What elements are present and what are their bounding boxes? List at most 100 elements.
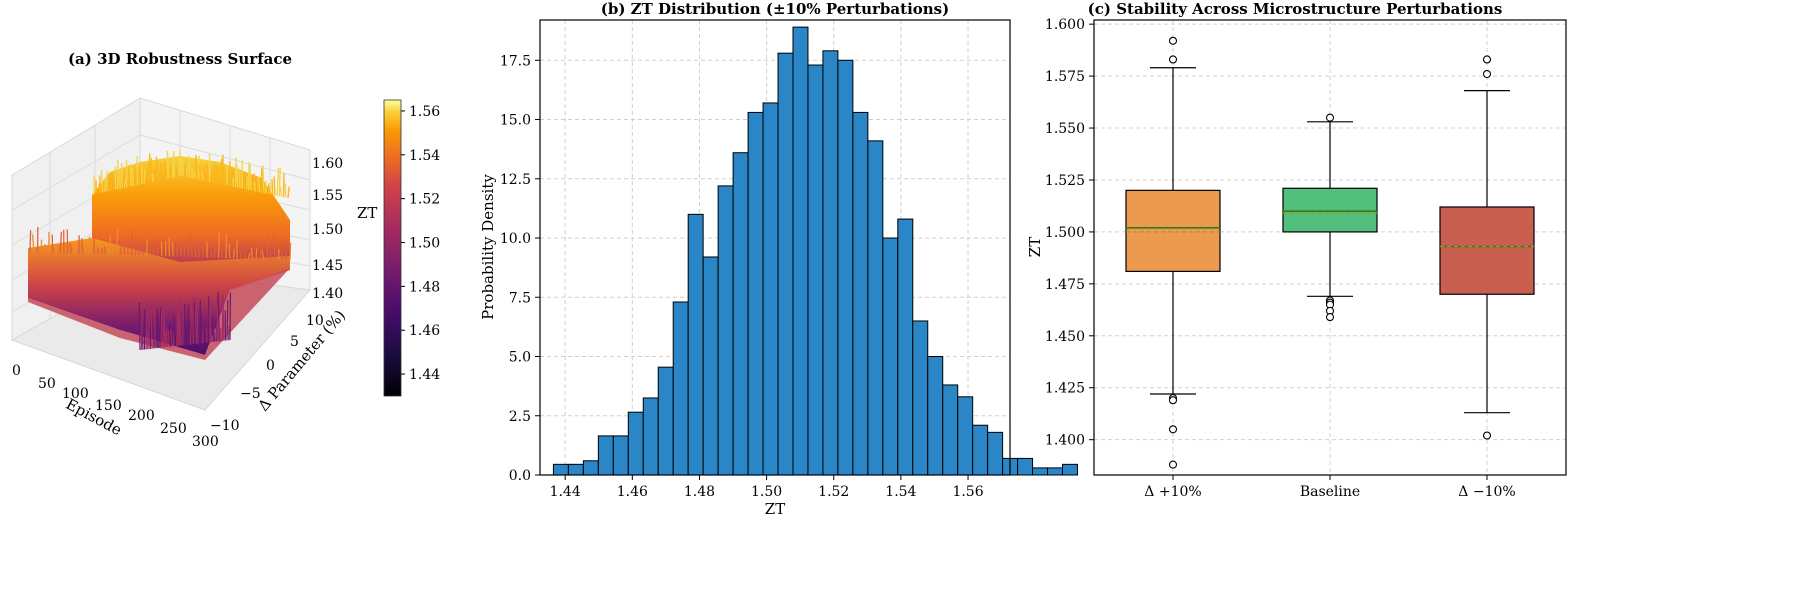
surface-spike	[281, 251, 284, 260]
surface-spike	[97, 183, 101, 194]
surface-spike	[134, 235, 137, 256]
surface-spike	[104, 246, 107, 255]
surface-spike	[123, 177, 127, 188]
surface-spike	[100, 169, 104, 193]
outlier-point	[1482, 55, 1492, 64]
surface-front	[28, 238, 290, 355]
histogram-bar	[912, 320, 929, 476]
surface-spike	[197, 245, 201, 258]
surface-spike	[216, 296, 219, 342]
b-axes-frame	[539, 19, 1011, 476]
surface-spike	[119, 237, 123, 255]
surface-spike	[104, 178, 107, 192]
surface-spike	[194, 296, 198, 344]
surface-spike	[145, 169, 148, 184]
c-y-tick-label: 1.575	[1045, 69, 1085, 85]
b-y-tick-label: 2.5	[509, 409, 531, 425]
surface-spike	[184, 163, 187, 177]
surface-spike	[129, 163, 132, 187]
c-x-ticks: Δ +10% Baseline Δ −10%	[1144, 475, 1516, 500]
a-x-tick: 50	[38, 376, 56, 392]
surface-spike	[230, 168, 234, 187]
surface-spike	[81, 238, 84, 254]
surface-spike	[255, 248, 258, 259]
surface-spike	[32, 234, 35, 253]
histogram-bar	[987, 431, 1004, 476]
surface-spike	[247, 252, 251, 259]
histogram-bar	[582, 460, 599, 476]
b-x-tick-label: 1.44	[550, 484, 581, 500]
surface-spike	[222, 293, 225, 341]
colorbar-tick-label: 1.46	[409, 323, 440, 339]
surface-spike	[211, 171, 214, 183]
b-x-tick-label: 1.48	[684, 484, 715, 500]
surface-spike	[287, 186, 290, 199]
surface-spike	[114, 166, 117, 190]
surface-spike	[193, 170, 196, 179]
surface-spike	[213, 163, 216, 183]
surface-spike	[187, 235, 190, 257]
surface-spike	[242, 172, 246, 190]
a-x-tick: 200	[128, 408, 155, 424]
surface-spike	[88, 236, 91, 254]
surface-spike	[278, 167, 281, 197]
histogram-bar	[897, 218, 914, 476]
surface-spike	[168, 322, 172, 347]
outlier-point	[1168, 425, 1178, 434]
histogram-bar	[627, 411, 644, 476]
surface-spike	[186, 304, 190, 345]
surface-spike	[257, 176, 261, 193]
surface-spike	[261, 250, 265, 260]
box-iqr	[1125, 189, 1221, 272]
surface-spike	[155, 156, 158, 181]
c-y-tick-label: 1.400	[1045, 433, 1085, 449]
surface-spike	[69, 242, 73, 254]
b-y-tick-label: 0.0	[509, 468, 531, 484]
a-zlabel: ZT	[357, 204, 377, 222]
b-x-tick-label: 1.52	[818, 484, 849, 500]
surface-spike	[289, 242, 292, 261]
b-y-tick-label: 15.0	[500, 113, 531, 129]
surface-spike	[152, 246, 155, 256]
histogram-bar	[762, 102, 779, 476]
b-y-tick-label: 5.0	[509, 350, 531, 366]
b-x-tick-label: 1.54	[885, 484, 916, 500]
surface-spike	[232, 248, 236, 259]
c-y-tick-label: 1.525	[1045, 173, 1085, 189]
histogram-bar	[822, 50, 839, 476]
outlier-point	[1325, 113, 1335, 122]
colorbar	[383, 99, 402, 397]
surface-spike	[151, 173, 154, 182]
surface-spike	[249, 164, 252, 191]
surface-spike	[236, 164, 239, 188]
surface-spike	[141, 334, 144, 350]
colorbar-tick-label: 1.48	[409, 279, 440, 295]
surface-spike	[170, 329, 173, 347]
surface-spike	[202, 236, 204, 258]
histogram-bar	[687, 213, 704, 476]
histogram-bar	[1047, 467, 1064, 476]
surface-spike	[220, 247, 223, 258]
surface-spike	[108, 181, 112, 191]
surface-spike	[178, 150, 181, 177]
box-iqr	[1439, 206, 1535, 295]
a-x-tick: 150	[95, 398, 122, 414]
a-y-ticks: −10 −5 0 5 10	[210, 313, 324, 434]
surface-spike	[213, 331, 216, 342]
surface-spike	[192, 294, 194, 345]
a-z-tick: 1.45	[312, 258, 343, 274]
surface-spike	[173, 315, 176, 347]
histogram-bar	[882, 237, 899, 476]
surface-spike	[193, 302, 196, 344]
surface-spike	[172, 151, 176, 178]
surface-spike	[228, 161, 231, 186]
a-z-tick: 1.50	[312, 222, 343, 238]
surface-spike	[201, 329, 204, 344]
b-y-tick-label: 17.5	[500, 53, 531, 69]
surface-spike	[145, 300, 148, 350]
histogram-bar	[867, 140, 884, 476]
a-y-tick: 0	[266, 358, 275, 374]
c-y-tick-label: 1.600	[1045, 17, 1085, 33]
surface-spike	[160, 241, 163, 257]
